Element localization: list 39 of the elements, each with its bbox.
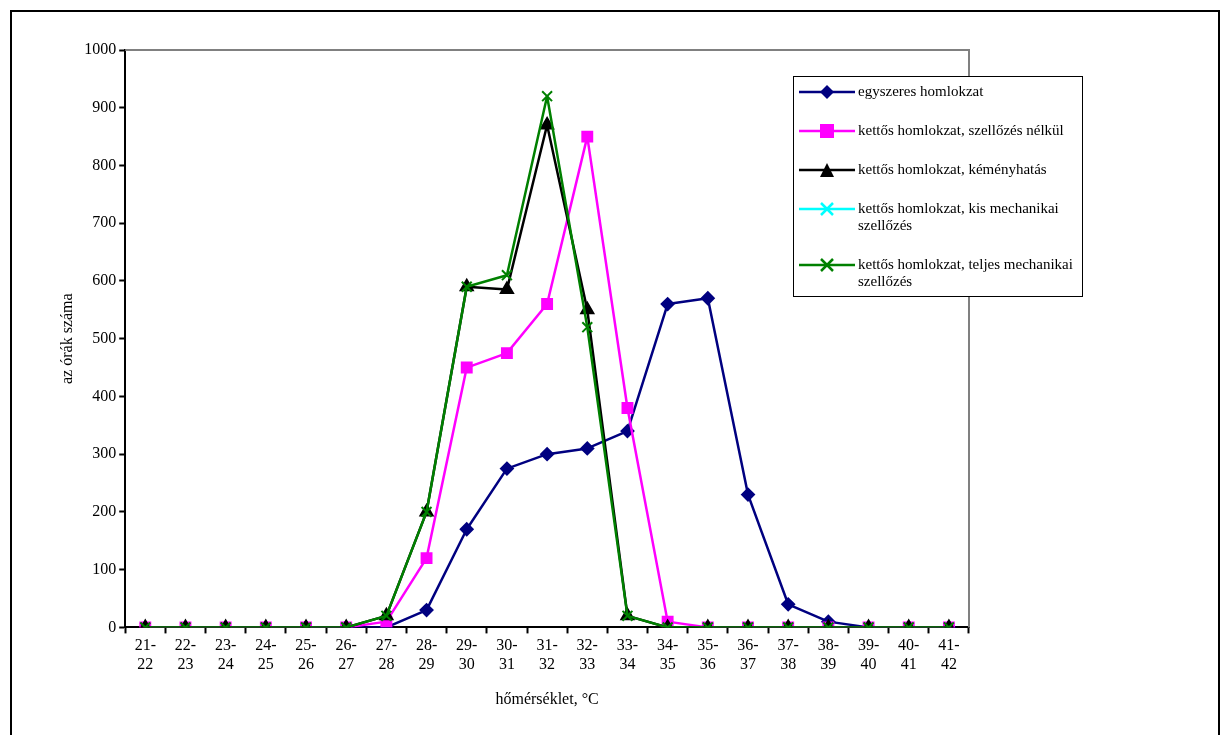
x-tick-label: 39-40 — [857, 636, 880, 673]
y-tick-label: 0 — [108, 617, 117, 635]
x-axis-title: hőmérséklet, °C — [495, 689, 599, 707]
x-tick-label: 22-23 — [174, 636, 197, 673]
x-tick-label: 38-39 — [817, 636, 840, 673]
y-tick-label: 200 — [92, 502, 117, 520]
x-tick-label: 40-41 — [898, 636, 920, 673]
x-tick-label: 33-34 — [616, 636, 639, 673]
legend-label: kettős homlokzat, kéményhatás — [858, 161, 1047, 178]
x-tick-label: 28-29 — [415, 636, 438, 673]
x-tick-label: 34-35 — [656, 636, 679, 673]
y-tick-label: 600 — [92, 271, 117, 289]
x-tick-label: 26-27 — [335, 636, 357, 673]
x-tick-label: 32-33 — [576, 636, 598, 673]
x-tick-label: 41-42 — [938, 636, 960, 673]
x-tick-label: 21-22 — [134, 636, 156, 673]
x-tick-label: 35-36 — [697, 636, 719, 673]
y-axis-title: az órák száma — [57, 293, 75, 384]
y-tick-label: 400 — [92, 386, 117, 404]
legend-label: kettős homlokzat, szellőzés nélkül — [858, 122, 1064, 139]
y-tick-label: 900 — [92, 97, 117, 115]
y-tick-label: 800 — [92, 155, 117, 173]
x-tick-label: 37-38 — [777, 636, 799, 673]
x-tick-label: 27-28 — [375, 636, 398, 673]
y-tick-label: 500 — [92, 328, 117, 346]
legend-label: egyszeres homlokzat — [858, 83, 984, 100]
x-tick-label: 36-37 — [737, 636, 759, 673]
x-tick-label: 24-25 — [255, 636, 277, 673]
y-tick-label: 100 — [92, 559, 117, 577]
x-tick-label: 29-30 — [456, 636, 478, 673]
y-tick-label: 700 — [92, 213, 117, 231]
x-tick-label: 30-31 — [496, 636, 518, 673]
x-tick-label: 23-24 — [214, 636, 237, 673]
x-tick-label: 31-32 — [536, 636, 558, 673]
legend-label: kettős homlokzat, kis mechanikai szellőzés — [858, 200, 1060, 234]
x-tick-label: 25-26 — [295, 636, 317, 673]
y-tick-label: 300 — [92, 444, 117, 462]
legend-label: kettős homlokzat, teljes mechanikai szellőzés — [858, 256, 1074, 290]
y-tick-label: 1000 — [84, 40, 117, 58]
